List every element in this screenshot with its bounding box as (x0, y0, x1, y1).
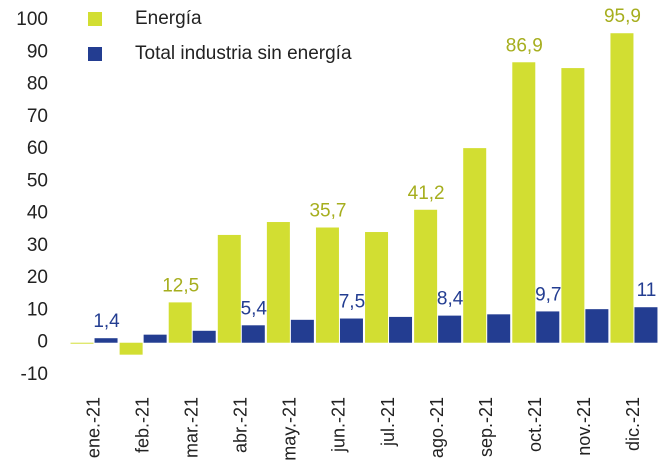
bar (365, 232, 389, 343)
bar (70, 342, 94, 344)
bar (389, 316, 413, 343)
bar (536, 311, 560, 343)
bar (512, 62, 536, 343)
y-tick-label: 50 (27, 170, 48, 191)
x-tick-label: dic.-21 (623, 397, 643, 451)
bar (561, 68, 585, 343)
bar (290, 319, 314, 343)
x-tick-label: ene.-21 (83, 397, 103, 458)
x-tick-label: feb.-21 (132, 397, 152, 453)
x-tick-label: ago.-21 (427, 397, 447, 458)
bar (119, 342, 143, 355)
data-label: 5,4 (241, 298, 268, 319)
bar (168, 302, 192, 343)
y-tick-label: 40 (27, 203, 48, 224)
data-label: 9,7 (535, 284, 561, 305)
x-tick-label: oct.-21 (525, 397, 545, 452)
bar (585, 309, 609, 343)
y-tick-label: 20 (27, 267, 48, 288)
bar (192, 330, 216, 343)
legend-swatch (88, 47, 102, 61)
data-label: 41,2 (408, 183, 445, 204)
y-tick-label: 60 (27, 138, 48, 159)
data-label: 11 (637, 280, 657, 301)
bar (94, 338, 118, 343)
legend-label: Energía (135, 8, 202, 29)
data-label: 1,4 (93, 311, 120, 332)
data-label: 95,9 (604, 6, 641, 27)
bar (610, 33, 634, 343)
y-tick-label: 0 (37, 332, 48, 353)
bar (414, 209, 438, 343)
data-label: 86,9 (506, 35, 543, 56)
data-label: 8,4 (437, 289, 464, 310)
x-tick-label: sep.-21 (476, 397, 496, 457)
y-tick-label: 90 (27, 41, 48, 62)
bar (241, 325, 265, 343)
y-tick-label: -10 (21, 364, 48, 385)
bar (339, 318, 363, 343)
y-tick-label: 70 (27, 106, 48, 127)
y-tick-label: 30 (27, 235, 48, 256)
legend-swatch (88, 12, 102, 26)
x-tick-label: jun.-21 (329, 397, 349, 453)
bar (634, 307, 658, 343)
x-tick-label: abr.-21 (231, 397, 251, 453)
bar (217, 234, 241, 343)
legend-label: Total industria sin energía (135, 43, 352, 64)
bar (438, 315, 462, 343)
bar (463, 148, 487, 343)
y-tick-label: 100 (16, 9, 48, 30)
x-tick-label: nov.-21 (574, 397, 594, 456)
data-label: 35,7 (309, 201, 346, 222)
bar (143, 334, 167, 343)
x-tick-label: jul.-21 (378, 397, 398, 447)
bar (487, 314, 511, 343)
x-tick-label: mar.-21 (181, 397, 201, 458)
data-label: 12,5 (162, 275, 199, 296)
x-tick-label: may.-21 (280, 397, 300, 461)
bar (266, 222, 290, 343)
y-tick-label: 10 (27, 299, 48, 320)
data-label: 7,5 (339, 292, 365, 313)
bar (315, 227, 339, 343)
y-tick-label: 80 (27, 74, 48, 95)
